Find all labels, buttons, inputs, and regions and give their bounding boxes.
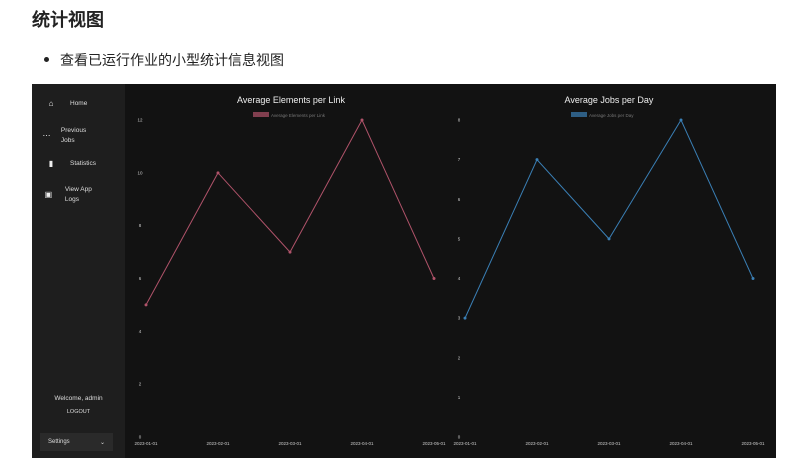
data-point [288, 250, 292, 254]
y-tick-label: 2 [139, 382, 142, 387]
y-tick-label: 1 [458, 395, 461, 400]
page-heading: 统计视图 [32, 10, 104, 31]
x-tick-label: 2023-01-01 [453, 441, 477, 446]
welcome-text: Welcome, admin [54, 395, 103, 402]
home-icon: ⌂ [48, 99, 54, 108]
bullet-item: 查看已运行作业的小型统计信息视图 [44, 50, 284, 70]
y-tick-label: 0 [458, 435, 461, 440]
chevron-down-icon: ⌄ [99, 439, 105, 446]
x-tick-label: 2023-04-01 [350, 441, 374, 446]
sidebar: ⌂ Home ⋯ Previous Jobs ▮ Statistics ▣ View A… [32, 84, 125, 458]
data-point [360, 118, 364, 122]
sidebar-item-previous-jobs[interactable]: ⋯ Previous Jobs [32, 126, 92, 146]
legend-label: Average Jobs per Day [589, 113, 634, 118]
y-tick-label: 7 [458, 157, 461, 162]
x-tick-label: 2023-02-01 [525, 441, 549, 446]
data-point [216, 171, 220, 175]
x-tick-label: 2023-03-01 [597, 441, 621, 446]
data-point [679, 118, 683, 122]
x-tick-label: 2023-05-01 [741, 441, 765, 446]
chart-title: Average Elements per Link [237, 95, 345, 105]
x-tick-label: 2023-04-01 [669, 441, 693, 446]
x-tick-label: 2023-01-01 [134, 441, 158, 446]
terminal-icon: ▣ [44, 190, 53, 199]
series-line [145, 118, 435, 306]
series-line [464, 118, 754, 319]
settings-dropdown[interactable]: Settings ⌄ [40, 433, 113, 451]
y-tick-label: 10 [137, 170, 143, 175]
y-tick-label: 6 [458, 197, 461, 202]
y-tick-label: 6 [139, 276, 142, 281]
legend-swatch [571, 112, 587, 117]
data-point [144, 303, 148, 307]
y-tick-label: 2 [458, 355, 461, 360]
x-tick-label: 2023-05-01 [422, 441, 446, 446]
chart-title: Average Jobs per Day [565, 95, 654, 105]
y-tick-label: 8 [458, 118, 461, 123]
sidebar-item-statistics[interactable]: ▮ Statistics [32, 159, 125, 169]
charts: Average Elements per Link Average Element… [134, 95, 765, 446]
x-tick-label: 2023-03-01 [278, 441, 302, 446]
legend-label: Average Elements per Link [271, 113, 326, 118]
history-icon: ⋯ [42, 131, 51, 140]
settings-label: Settings [48, 439, 70, 445]
y-tick-label: 0 [139, 435, 142, 440]
sidebar-item-logs[interactable]: ▣ View App Logs [32, 185, 102, 205]
y-tick-label: 8 [139, 223, 142, 228]
data-point [607, 237, 611, 241]
app-screenshot: ⌂ Home ⋯ Previous Jobs ▮ Statistics ▣ View A… [32, 84, 776, 458]
nav-label: Statistics [70, 160, 97, 167]
bullet-text: 查看已运行作业的小型统计信息视图 [60, 53, 284, 69]
bar-chart-icon: ▮ [48, 159, 54, 168]
sidebar-item-home[interactable]: ⌂ Home [32, 99, 125, 109]
nav-label: Previous Jobs [60, 127, 87, 144]
y-tick-label: 4 [458, 276, 461, 281]
x-tick-label: 2023-02-01 [206, 441, 230, 446]
y-tick-label: 12 [137, 118, 143, 123]
nav-label: Home [70, 100, 88, 107]
y-tick-label: 3 [458, 316, 461, 321]
y-tick-label: 4 [139, 329, 142, 334]
logout-button[interactable]: LOGOUT [66, 409, 91, 415]
y-tick-label: 5 [458, 236, 461, 241]
data-point [463, 316, 467, 320]
data-point [432, 277, 436, 280]
data-point [751, 277, 755, 280]
nav-label: View App Logs [64, 186, 92, 203]
legend-swatch [253, 112, 269, 117]
data-point [535, 158, 539, 162]
